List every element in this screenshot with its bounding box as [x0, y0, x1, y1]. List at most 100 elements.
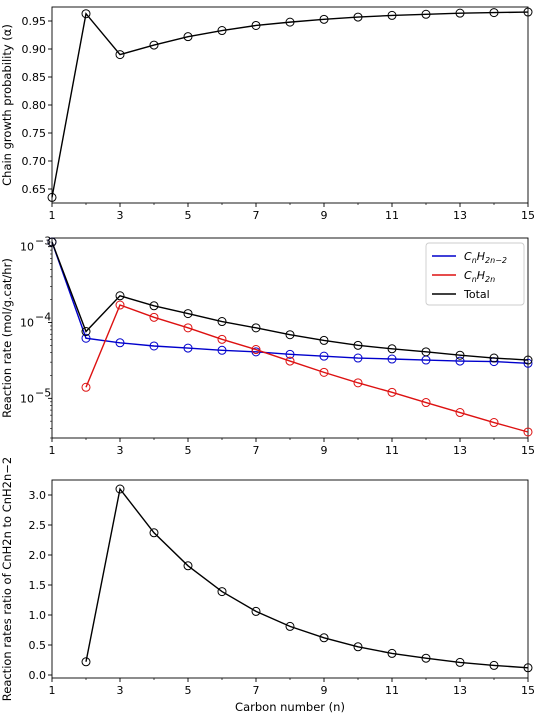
data-point [81, 382, 91, 392]
data-point [115, 484, 125, 494]
data-point [387, 387, 397, 397]
data-point [81, 657, 91, 667]
data-point [387, 354, 397, 364]
data-point [319, 633, 329, 643]
data-point [455, 8, 465, 18]
x-tick-label: 15 [521, 684, 535, 697]
y-tick-label: 0.70 [22, 155, 47, 168]
data-point [421, 653, 431, 663]
x-tick-label: 9 [321, 684, 328, 697]
x-tick-label: 7 [253, 684, 260, 697]
data-point [81, 327, 91, 337]
y-axis-label: Reaction rates ratio of CnH2n to CnH2n−2 [0, 457, 14, 701]
y-tick-label: 0.65 [22, 183, 47, 196]
y-tick-label: 1.5 [29, 579, 47, 592]
data-point [319, 367, 329, 377]
data-point [115, 338, 125, 348]
data-point [217, 587, 227, 597]
data-point [353, 340, 363, 350]
data-point [183, 32, 193, 42]
y-tick-label: 2.5 [29, 519, 47, 532]
data-point [251, 347, 261, 357]
data-point [149, 312, 159, 322]
x-tick-label: 5 [185, 684, 192, 697]
data-point [149, 341, 159, 351]
y-tick-label: 10 [20, 241, 34, 254]
data-point [217, 317, 227, 327]
series-line [51, 241, 529, 361]
data-point [285, 17, 295, 27]
x-tick-label: 3 [117, 209, 124, 222]
y-tick-label: 0.80 [22, 99, 47, 112]
x-tick-label: 5 [185, 209, 192, 222]
data-point [183, 323, 193, 333]
panel-chain-growth-probability: 1 3 5 7 9 11 13 150.650.700.750.800.850.900.95C… [0, 6, 535, 222]
data-point [523, 355, 533, 365]
x-tick-label: 13 [453, 444, 467, 457]
data-point [285, 349, 295, 359]
x-tick-label: 11 [385, 444, 399, 457]
panel-reaction-rates-ratio: 1 3 5 7 9 11 13 150.00.51.01.52.02.53.0Reaction… [0, 457, 535, 714]
data-point [149, 528, 159, 538]
data-point [285, 356, 295, 366]
x-tick-label: 7 [253, 444, 260, 457]
data-point [489, 8, 499, 18]
y-tick-exponent: −3 [35, 235, 51, 248]
data-point [353, 378, 363, 388]
data-point [251, 345, 261, 355]
x-tick-label: 11 [385, 209, 399, 222]
y-tick-exponent: −4 [35, 310, 51, 323]
data-point [353, 642, 363, 652]
y-tick-exponent: −5 [35, 386, 51, 399]
x-tick-label: 1 [49, 209, 56, 222]
data-point [81, 9, 91, 19]
y-tick-label: 3.0 [29, 489, 47, 502]
data-point [183, 309, 193, 319]
y-axis-label: Chain growth probability (α) [0, 24, 14, 186]
data-point [47, 192, 57, 202]
data-point [251, 20, 261, 30]
data-point [387, 344, 397, 354]
y-tick-label: 2.0 [29, 549, 47, 562]
y-tick-label: 0.75 [22, 127, 47, 140]
x-tick-label: 3 [117, 444, 124, 457]
data-point [115, 291, 125, 301]
series-line [85, 487, 529, 669]
data-point [319, 14, 329, 24]
data-point [115, 50, 125, 60]
data-point [183, 343, 193, 353]
x-tick-label: 9 [321, 444, 328, 457]
data-point [455, 408, 465, 418]
data-point [81, 333, 91, 343]
x-tick-label: 3 [117, 684, 124, 697]
y-tick-label: 0.5 [29, 639, 47, 652]
data-point [455, 350, 465, 360]
x-tick-label: 9 [321, 209, 328, 222]
data-point [455, 657, 465, 667]
data-point [421, 9, 431, 19]
y-tick-label: 0.95 [22, 15, 47, 28]
data-point [353, 353, 363, 363]
data-point [387, 10, 397, 20]
data-point [183, 561, 193, 571]
x-tick-label: 7 [253, 209, 260, 222]
y-tick-label: 0.90 [22, 43, 47, 56]
data-point [217, 345, 227, 355]
data-point [319, 335, 329, 345]
x-tick-label: 13 [453, 209, 467, 222]
y-tick-label: 0.85 [22, 71, 47, 84]
data-point [149, 40, 159, 50]
data-point [523, 427, 533, 437]
data-point [251, 323, 261, 333]
series-line [51, 11, 529, 198]
x-tick-label: 13 [453, 684, 467, 697]
data-point [523, 7, 533, 17]
y-tick-label: 10 [20, 316, 34, 329]
x-tick-label: 1 [49, 444, 56, 457]
data-point [489, 353, 499, 363]
data-point [421, 398, 431, 408]
series-line [51, 241, 529, 364]
y-axis-label: Reaction rate (mol/g.cat/hr) [0, 258, 14, 418]
